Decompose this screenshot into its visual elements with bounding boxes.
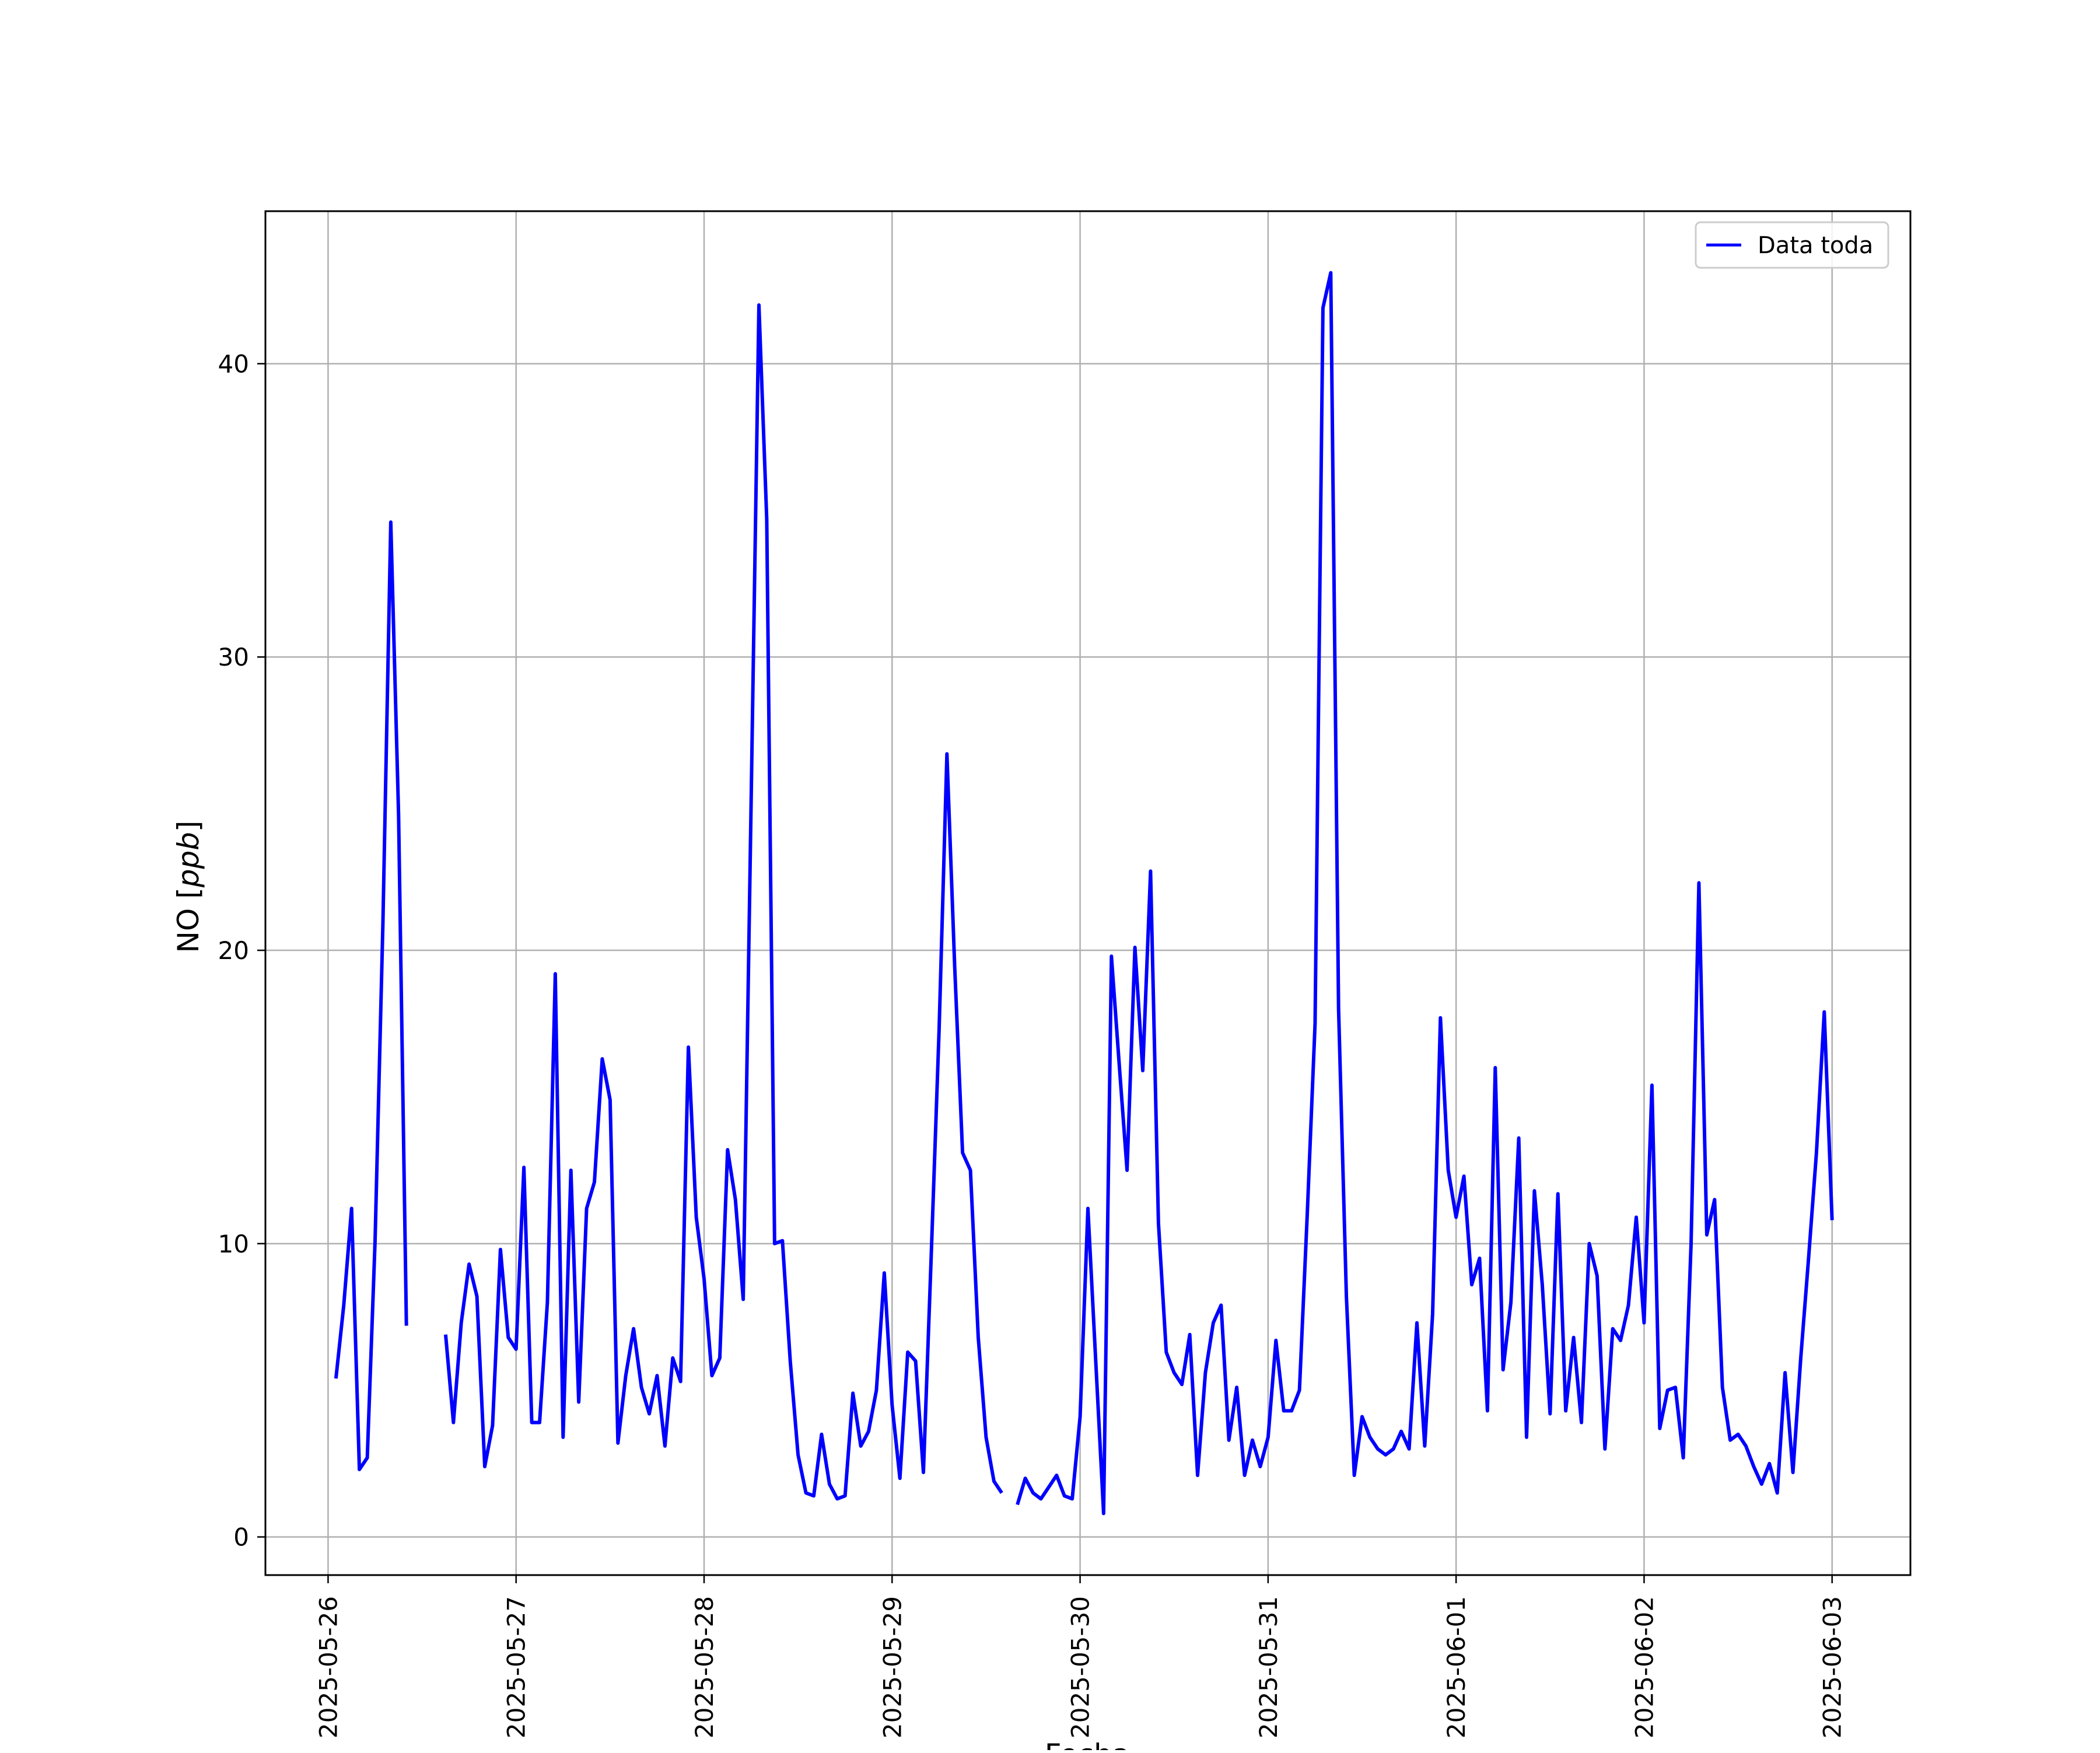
legend-label-data-toda: Data toda bbox=[1758, 232, 1873, 259]
x-tick-label: 2025-05-30 bbox=[1066, 1596, 1095, 1738]
x-tick-label: 2025-05-29 bbox=[878, 1596, 907, 1738]
x-tick-label: 2025-05-31 bbox=[1254, 1596, 1283, 1738]
series-line-segment bbox=[334, 520, 408, 1471]
y-axis-title-unit: ppb bbox=[172, 832, 205, 888]
x-axis-title: Fecha bbox=[1045, 1738, 1130, 1750]
x-tick-label: 2025-06-03 bbox=[1818, 1596, 1847, 1738]
legend-box bbox=[1695, 221, 1889, 269]
y-tick-label: 10 bbox=[218, 1230, 249, 1258]
y-axis-title: NO [ppb] bbox=[172, 821, 205, 953]
y-tick-label: 0 bbox=[233, 1523, 249, 1552]
x-tick-label: 2025-05-28 bbox=[690, 1596, 719, 1738]
x-tick-label: 2025-05-27 bbox=[502, 1596, 531, 1738]
axis-ticks: 2025-05-26 2025-05-27 2025-05-28 2025-05-29… bbox=[218, 349, 1847, 1738]
plot-data bbox=[334, 271, 1834, 1516]
x-tick-label: 2025-06-01 bbox=[1442, 1596, 1471, 1738]
y-tick-label: 30 bbox=[218, 643, 249, 671]
y-tick-label: 40 bbox=[218, 349, 249, 378]
y-tick-label: 20 bbox=[218, 936, 249, 965]
x-tick-label: 2025-06-02 bbox=[1630, 1596, 1658, 1738]
series-line-segment bbox=[443, 303, 1003, 1501]
y-axis-title-end: ] bbox=[172, 821, 205, 832]
plot-frame bbox=[264, 210, 1912, 1576]
y-axis-title-main: NO [ bbox=[172, 887, 205, 953]
x-tick-label: 2025-05-26 bbox=[314, 1596, 342, 1738]
legend: Data toda bbox=[1695, 221, 1889, 269]
series-line-segment bbox=[1016, 271, 1834, 1516]
